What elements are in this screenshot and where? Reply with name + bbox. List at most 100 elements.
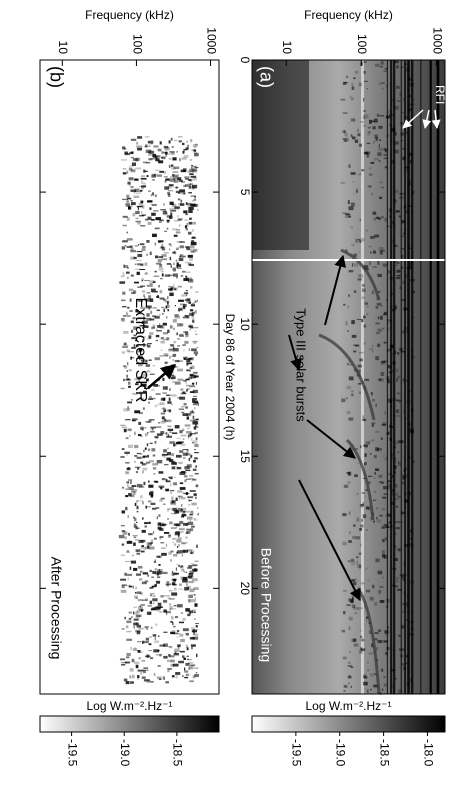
- speckle: [351, 181, 355, 183]
- speckle: [345, 397, 349, 400]
- speckle: [390, 193, 393, 196]
- speckle: [389, 320, 393, 322]
- speckle: [186, 384, 192, 387]
- speckle: [137, 221, 141, 225]
- speckle: [162, 313, 164, 315]
- speckle: [348, 540, 352, 543]
- speckle: [375, 306, 379, 309]
- speckle: [362, 283, 365, 287]
- speckle: [391, 489, 394, 492]
- speckle: [185, 202, 192, 206]
- speckle: [192, 326, 199, 329]
- speckle: [348, 598, 354, 602]
- speckle: [152, 173, 157, 175]
- speckle: [389, 569, 391, 571]
- speckle: [358, 82, 363, 87]
- speckle: [191, 302, 195, 305]
- speckle: [163, 631, 168, 633]
- speckle: [396, 576, 399, 580]
- speckle: [173, 503, 177, 506]
- speckle: [176, 629, 180, 633]
- speckle: [395, 409, 400, 414]
- speckle: [122, 168, 127, 170]
- speckle: [154, 568, 157, 570]
- speckle: [182, 316, 189, 319]
- speckle: [147, 221, 152, 225]
- speckle: [192, 204, 198, 208]
- speckle: [180, 565, 184, 568]
- speckle: [348, 122, 350, 124]
- speckle: [165, 480, 171, 483]
- speckle: [342, 590, 347, 592]
- speckle: [179, 324, 184, 326]
- speckle: [394, 245, 399, 247]
- speckle: [164, 180, 167, 183]
- speckle: [191, 568, 198, 572]
- speckle: [163, 308, 165, 313]
- speckle: [167, 433, 169, 438]
- annotation: After Processing: [48, 557, 64, 660]
- speckle: [150, 203, 152, 205]
- speckle: [345, 75, 349, 78]
- speckle: [130, 156, 135, 159]
- speckle: [139, 391, 144, 395]
- speckle: [179, 450, 184, 453]
- speckle: [374, 638, 378, 641]
- speckle: [189, 217, 192, 220]
- speckle: [406, 267, 412, 270]
- speckle: [162, 212, 168, 215]
- speckle: [151, 203, 157, 207]
- speckle: [178, 660, 185, 664]
- speckle: [365, 506, 370, 510]
- speckle: [368, 261, 372, 266]
- speckle: [363, 114, 369, 118]
- speckle: [360, 638, 365, 642]
- speckle: [134, 431, 136, 435]
- speckle: [153, 275, 160, 277]
- speckle: [132, 158, 139, 161]
- speckle: [181, 514, 187, 517]
- speckle: [164, 176, 168, 178]
- speckle: [350, 225, 354, 229]
- panel-a-dark-region: [252, 60, 309, 250]
- speckle: [390, 127, 396, 132]
- speckle: [170, 550, 174, 553]
- speckle: [395, 492, 399, 495]
- speckle: [185, 644, 189, 649]
- speckle: [139, 578, 143, 581]
- speckle: [140, 546, 145, 550]
- x-tick-label: 0: [238, 57, 252, 64]
- speckle: [135, 586, 138, 590]
- speckle: [183, 210, 188, 214]
- speckle: [362, 514, 367, 519]
- speckle: [197, 512, 199, 516]
- arrow: [288, 334, 302, 372]
- speckle: [359, 650, 363, 654]
- speckle: [188, 498, 190, 503]
- speckle: [130, 249, 137, 253]
- speckle: [148, 158, 153, 161]
- speckle: [372, 250, 377, 254]
- speckle: [144, 525, 148, 528]
- speckle: [382, 554, 386, 558]
- speckle: [163, 252, 169, 254]
- speckle: [172, 461, 175, 464]
- speckle: [176, 264, 182, 268]
- speckle: [172, 319, 177, 323]
- speckle: [161, 478, 166, 481]
- speckle: [142, 182, 146, 185]
- speckle: [393, 141, 399, 145]
- speckle: [355, 578, 357, 582]
- speckle: [185, 335, 188, 338]
- speckle: [158, 240, 161, 244]
- speckle: [132, 534, 138, 537]
- speckle: [406, 447, 410, 449]
- speckle: [343, 684, 348, 688]
- speckle: [347, 560, 351, 563]
- speckle: [194, 633, 199, 637]
- speckle: [170, 164, 174, 167]
- speckle: [152, 281, 155, 283]
- speckle: [155, 606, 161, 610]
- speckle: [181, 270, 186, 273]
- speckle: [400, 132, 404, 136]
